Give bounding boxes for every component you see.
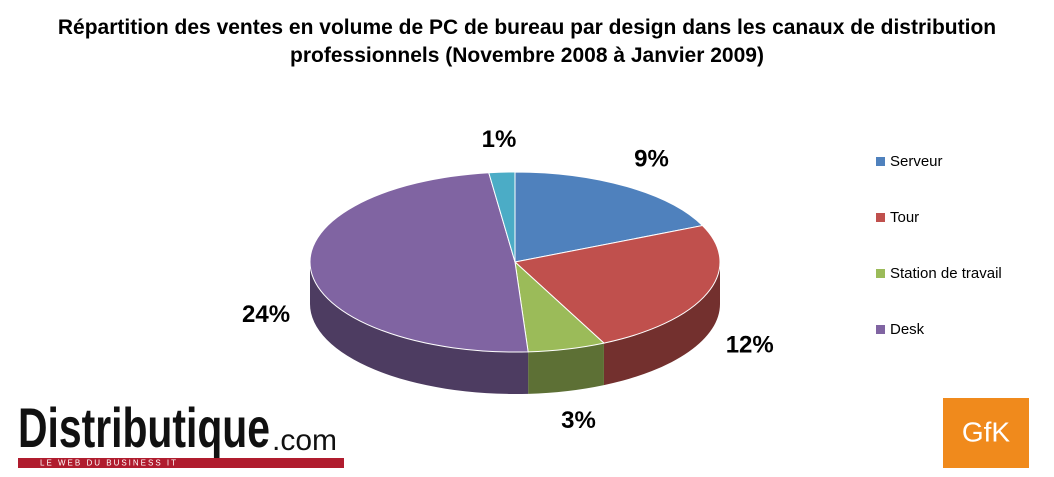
publisher-logo: Distributique .com LE WEB DU BUSINESS IT — [18, 396, 344, 468]
slice-side — [603, 262, 720, 386]
logo-text: Distributique — [18, 396, 270, 459]
source-logo: GfK — [943, 398, 1029, 468]
logo-tagline: LE WEB DU BUSINESS IT — [40, 459, 178, 468]
legend-swatch — [876, 157, 885, 166]
gfk-box — [943, 398, 1029, 468]
logo-suffix: .com — [272, 424, 337, 457]
legend-label: Desk — [890, 321, 925, 338]
data-label: 24% — [242, 301, 290, 328]
data-label: 12% — [726, 331, 774, 358]
legend-label: Serveur — [890, 153, 943, 170]
slice — [514, 171, 704, 263]
data-label: 1% — [482, 126, 517, 153]
legend-swatch — [876, 213, 885, 222]
slice — [513, 225, 721, 344]
legend-label: Tour — [890, 209, 919, 226]
logo-bar — [18, 458, 344, 468]
legend-swatch — [876, 325, 885, 334]
chart-title: Répartition des ventes en volume de PC d… — [57, 16, 997, 67]
legend-swatch — [876, 269, 885, 278]
slice-side — [310, 262, 529, 395]
gfk-text: GfK — [962, 416, 1011, 447]
slice — [488, 171, 516, 263]
slice — [309, 172, 529, 353]
legend-label: Station de travail — [890, 265, 1002, 282]
data-label: 3% — [561, 407, 596, 434]
data-label: 9% — [634, 146, 669, 173]
slice-side — [528, 343, 604, 394]
